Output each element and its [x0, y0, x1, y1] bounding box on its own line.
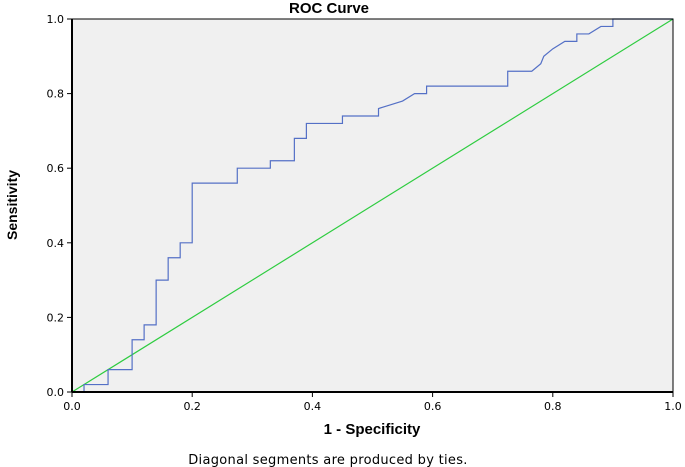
- y-tick-label: 0.0: [47, 386, 65, 399]
- y-tick-label: 0.2: [47, 311, 65, 324]
- x-tick-label: 0.0: [63, 400, 81, 413]
- x-tick-label: 0.8: [544, 400, 562, 413]
- y-tick-label: 1.0: [47, 13, 65, 26]
- chart-title: ROC Curve: [289, 0, 369, 17]
- y-axis-label: Sensitivity: [4, 170, 20, 240]
- reference-line: [71, 18, 674, 393]
- y-tick-label: 0.6: [47, 162, 65, 175]
- x-tick-label: 0.6: [424, 400, 442, 413]
- roc-curve-line: [72, 18, 673, 393]
- footnote: Diagonal segments are produced by ties.: [188, 453, 468, 467]
- y-tick-label: 0.8: [47, 88, 65, 101]
- y-tick-label: 0.4: [47, 237, 65, 250]
- x-tick-label: 1.0: [664, 400, 682, 413]
- x-tick-label: 0.4: [304, 400, 322, 413]
- x-tick-label: 0.2: [183, 400, 201, 413]
- x-axis-label: 1 - Specificity: [324, 421, 421, 438]
